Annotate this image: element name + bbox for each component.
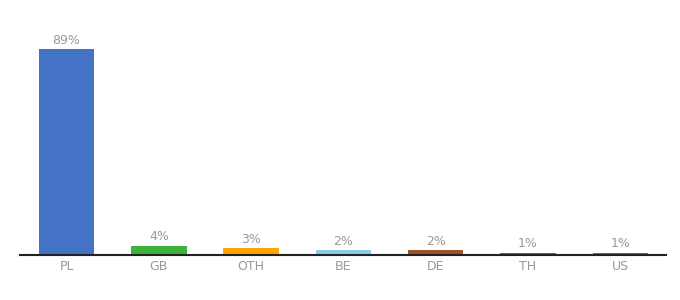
Text: 89%: 89% xyxy=(52,34,80,47)
Text: 1%: 1% xyxy=(611,237,630,250)
Bar xyxy=(500,253,556,255)
Bar xyxy=(39,50,95,255)
Text: 2%: 2% xyxy=(333,235,354,248)
Bar xyxy=(224,248,279,255)
Text: 3%: 3% xyxy=(241,233,261,246)
Bar xyxy=(316,250,371,255)
Bar xyxy=(131,246,186,255)
Bar xyxy=(592,253,648,255)
Text: 2%: 2% xyxy=(426,235,445,248)
Text: 1%: 1% xyxy=(518,237,538,250)
Text: 4%: 4% xyxy=(149,230,169,243)
Bar xyxy=(408,250,463,255)
